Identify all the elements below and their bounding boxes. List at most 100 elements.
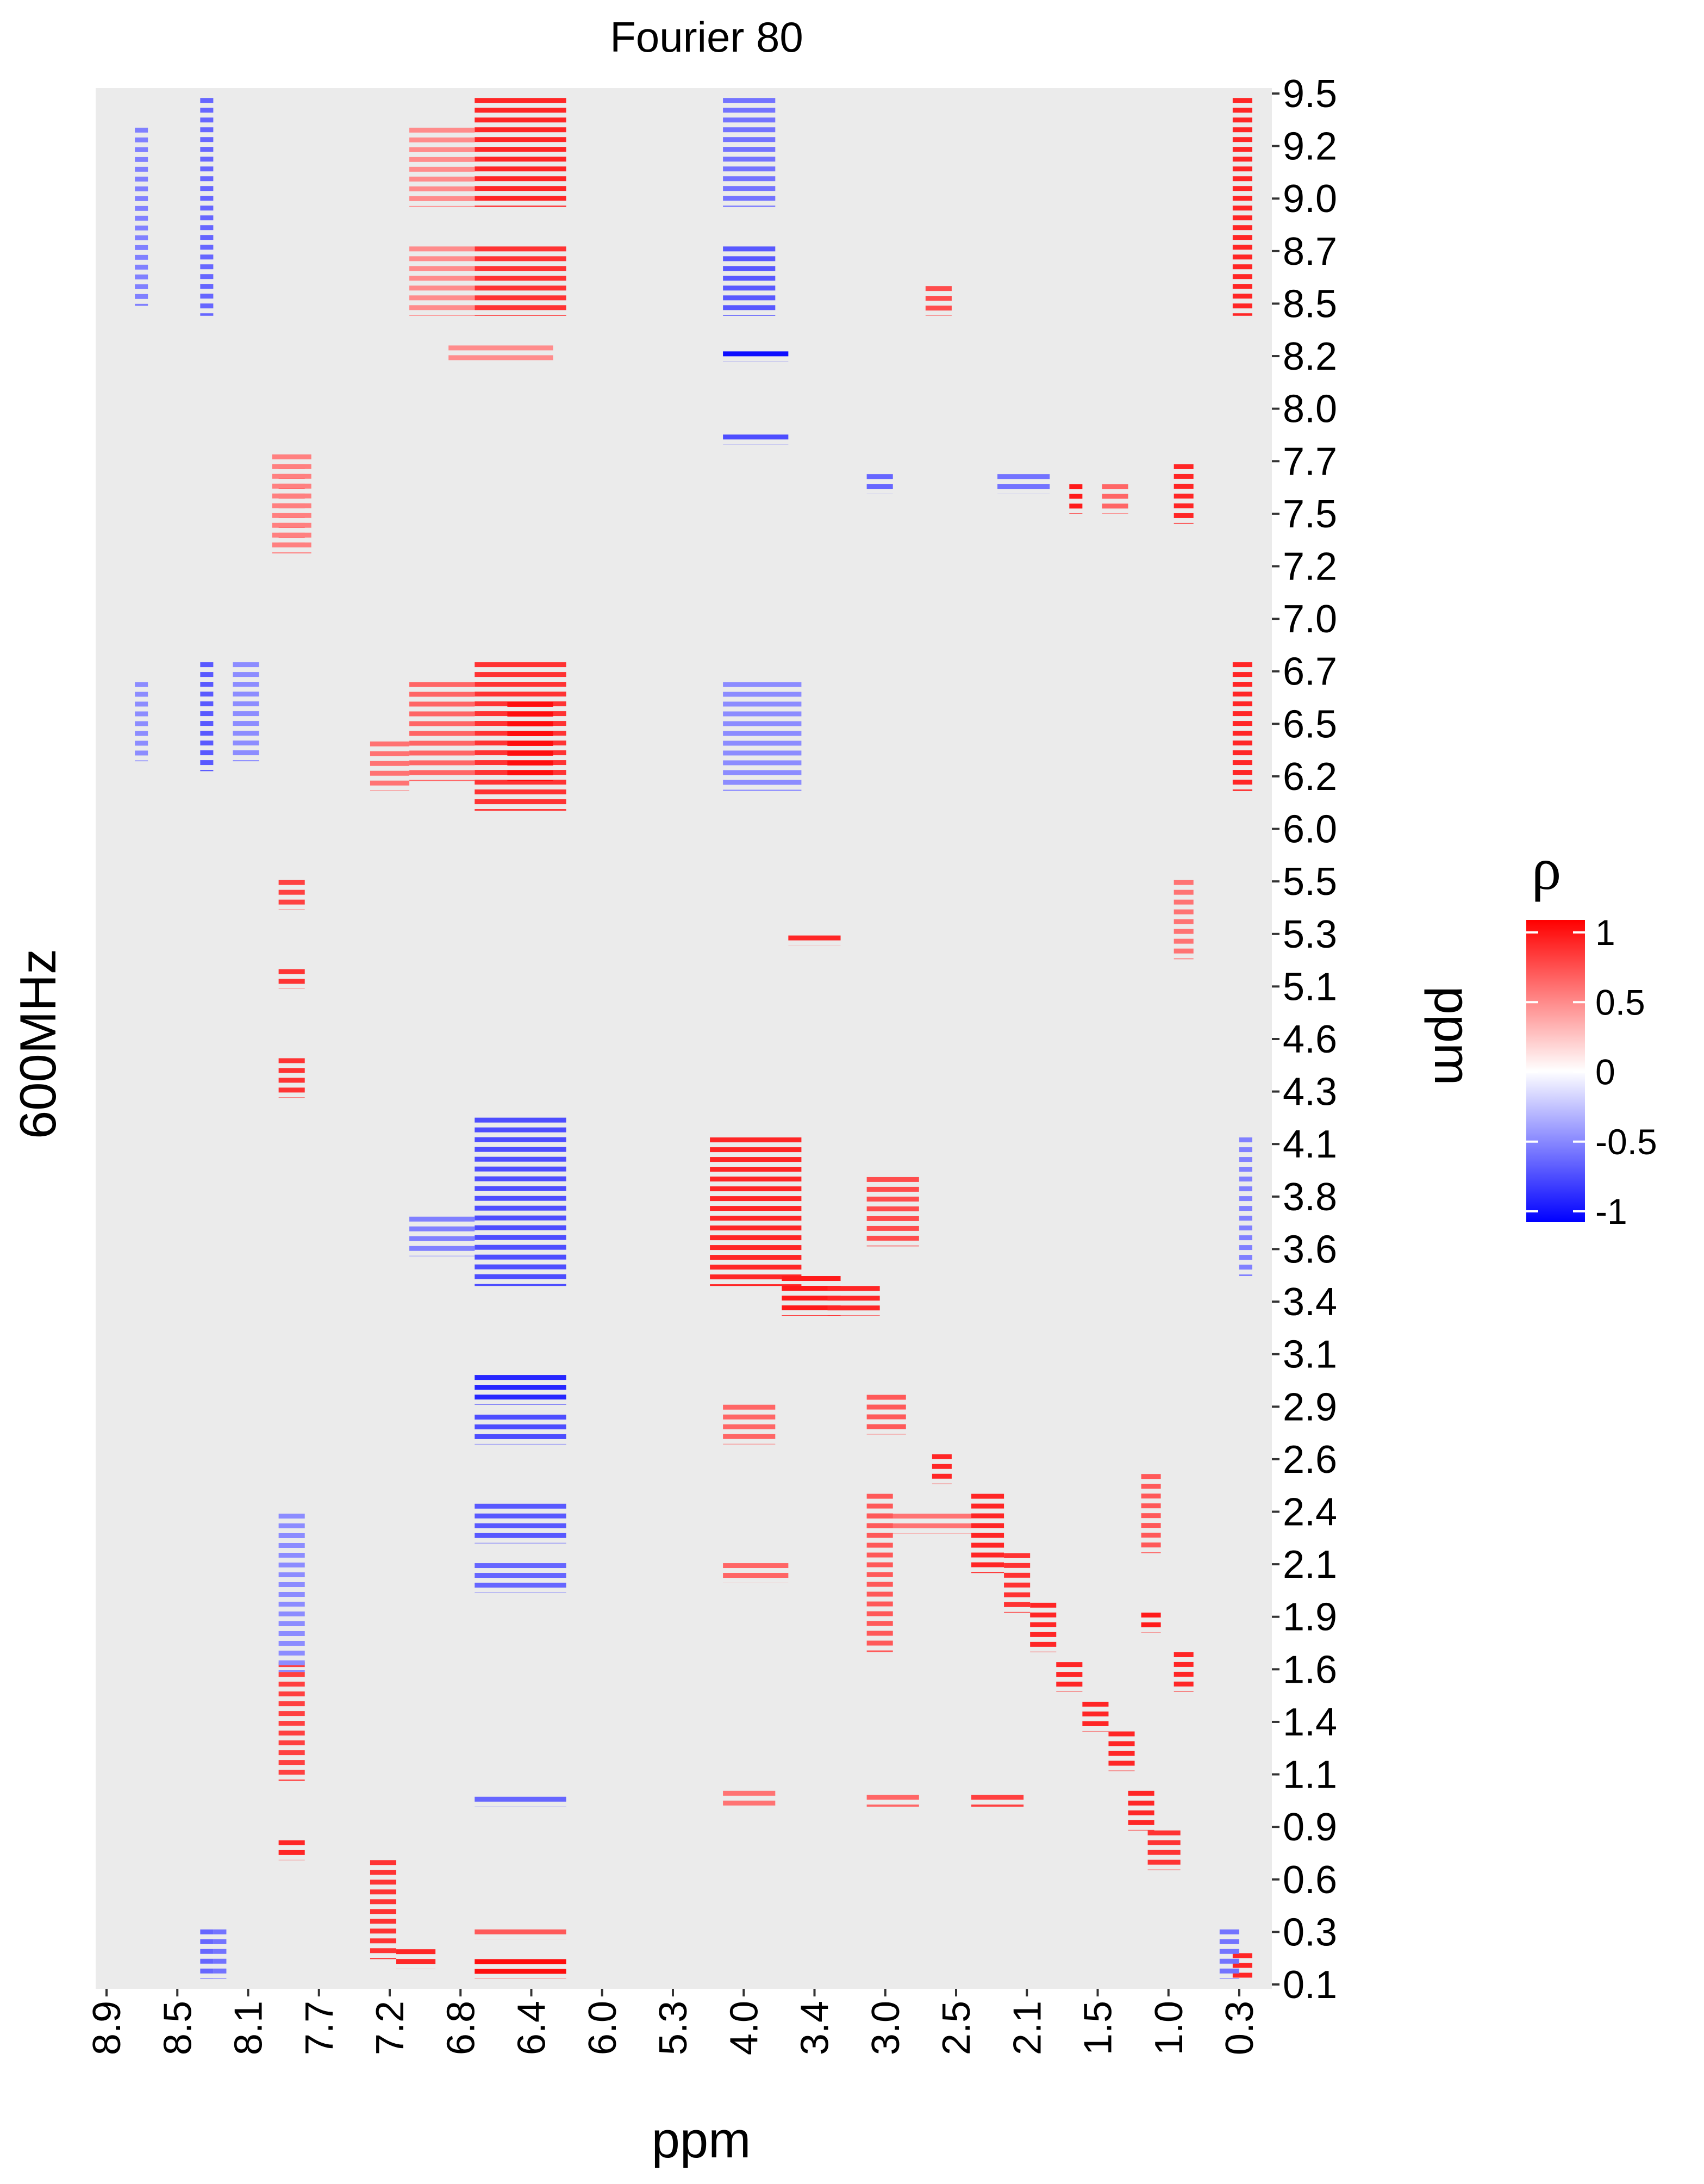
x-tick-label: 3.4 bbox=[794, 2001, 837, 2055]
heatmap-cell bbox=[507, 750, 553, 756]
y-tick-label: 0.3 bbox=[1283, 1911, 1337, 1954]
y-tick-label: 0.1 bbox=[1283, 1963, 1337, 2007]
heatmap-cell bbox=[782, 1296, 841, 1301]
heatmap-cell bbox=[278, 1711, 305, 1716]
heatmap-cell bbox=[475, 1215, 566, 1221]
heatmap-cell bbox=[866, 1650, 893, 1652]
heatmap-cell bbox=[971, 1513, 1004, 1519]
heatmap-cell bbox=[723, 780, 802, 785]
y-tick-label: 6.5 bbox=[1283, 702, 1337, 746]
heatmap-cell bbox=[1232, 789, 1252, 791]
heatmap-cell bbox=[1232, 225, 1252, 231]
heatmap-cell bbox=[233, 672, 259, 677]
heatmap-cell bbox=[475, 285, 566, 291]
heatmap-cell bbox=[1004, 1572, 1031, 1578]
heatmap-cell bbox=[782, 1305, 841, 1310]
y-tick-label: 0.9 bbox=[1283, 1806, 1337, 1849]
heatmap-cell bbox=[135, 147, 148, 152]
heatmap-cell bbox=[1069, 503, 1083, 509]
heatmap-cell bbox=[448, 355, 553, 360]
x-tick-label: 2.5 bbox=[935, 2001, 978, 2055]
heatmap-cell bbox=[475, 1414, 566, 1420]
heatmap-cell bbox=[278, 1533, 305, 1538]
x-tick-label: 6.8 bbox=[439, 2001, 483, 2055]
heatmap-cell bbox=[866, 1225, 919, 1231]
y-tick-label: 4.6 bbox=[1283, 1018, 1337, 1061]
heatmap-cell bbox=[135, 157, 148, 162]
heatmap-cell bbox=[997, 474, 1050, 480]
heatmap-cell bbox=[475, 186, 566, 191]
heatmap-cell bbox=[827, 1305, 880, 1311]
heatmap-cell bbox=[1141, 1552, 1161, 1553]
heatmap-cell bbox=[710, 1206, 802, 1211]
heatmap-cell bbox=[866, 484, 893, 489]
heatmap-cell bbox=[971, 1542, 1004, 1548]
heatmap-cell bbox=[1174, 1691, 1194, 1692]
heatmap-cell bbox=[475, 1274, 566, 1279]
heatmap-cell bbox=[200, 254, 214, 260]
heatmap-cell bbox=[200, 225, 214, 231]
heatmap-cell bbox=[278, 1087, 305, 1093]
heatmap-cell bbox=[135, 176, 148, 182]
heatmap-cell bbox=[135, 701, 148, 707]
heatmap-cell bbox=[200, 1958, 214, 1964]
x-tick-label: 5.3 bbox=[652, 2001, 695, 2055]
heatmap-cell bbox=[409, 157, 475, 162]
heatmap-cell bbox=[278, 1592, 305, 1597]
heatmap-cell bbox=[507, 711, 553, 717]
heatmap-cell bbox=[200, 1978, 214, 1979]
heatmap-cell bbox=[866, 1582, 893, 1587]
heatmap-cell bbox=[1069, 484, 1083, 489]
heatmap-cell bbox=[1004, 1563, 1031, 1568]
heatmap-cell bbox=[710, 1284, 802, 1286]
heatmap-cell bbox=[278, 1602, 305, 1607]
y-axis-title-right: ppm bbox=[1424, 986, 1481, 1086]
heatmap-cell bbox=[200, 294, 214, 299]
heatmap-cell bbox=[866, 1395, 906, 1400]
heatmap-cell bbox=[1239, 1206, 1252, 1211]
heatmap-cell bbox=[272, 542, 311, 547]
heatmap-cell bbox=[1219, 1949, 1239, 1954]
heatmap-cell bbox=[278, 1582, 305, 1587]
heatmap-cell bbox=[1102, 513, 1128, 514]
heatmap-cell bbox=[866, 474, 893, 480]
heatmap-cell bbox=[200, 672, 214, 677]
heatmap-cell bbox=[233, 711, 259, 717]
heatmap-cell bbox=[1030, 1612, 1057, 1617]
y-tick-label: 1.4 bbox=[1283, 1701, 1337, 1744]
heatmap-cell bbox=[866, 1591, 893, 1597]
heatmap-cell bbox=[866, 1601, 893, 1607]
heatmap-cell bbox=[200, 117, 214, 123]
heatmap-cell bbox=[723, 1800, 776, 1806]
heatmap-cell bbox=[278, 1651, 305, 1656]
heatmap-cell bbox=[409, 770, 475, 775]
heatmap-cell bbox=[782, 1286, 841, 1291]
heatmap-cell bbox=[370, 761, 410, 766]
heatmap-cell bbox=[475, 1284, 566, 1286]
heatmap-cell bbox=[782, 1276, 841, 1281]
heatmap-cell bbox=[200, 721, 214, 726]
heatmap-cell bbox=[1108, 1731, 1135, 1737]
heatmap-cell bbox=[475, 117, 566, 123]
heatmap-cell bbox=[971, 1494, 1004, 1499]
heatmap-cell bbox=[278, 979, 305, 984]
heatmap-cell bbox=[1147, 1859, 1181, 1865]
heatmap-cell bbox=[1219, 1978, 1239, 1979]
heatmap-cell bbox=[723, 108, 776, 113]
heatmap-cell bbox=[233, 760, 259, 762]
heatmap-cell bbox=[200, 176, 214, 182]
heatmap-cell bbox=[475, 166, 566, 172]
heatmap-cell bbox=[409, 266, 475, 271]
heatmap-cell bbox=[723, 276, 776, 281]
heatmap-cell bbox=[475, 672, 566, 677]
heatmap-cell bbox=[475, 1147, 566, 1152]
heatmap-cell bbox=[1232, 750, 1252, 756]
heatmap-cell bbox=[278, 1701, 305, 1707]
heatmap-cell bbox=[475, 157, 566, 162]
heatmap-cell bbox=[475, 1523, 566, 1528]
heatmap-cell bbox=[272, 474, 311, 479]
y-tick-label: 3.8 bbox=[1283, 1175, 1337, 1219]
heatmap-cell bbox=[866, 1514, 971, 1519]
heatmap-cell bbox=[200, 264, 214, 270]
